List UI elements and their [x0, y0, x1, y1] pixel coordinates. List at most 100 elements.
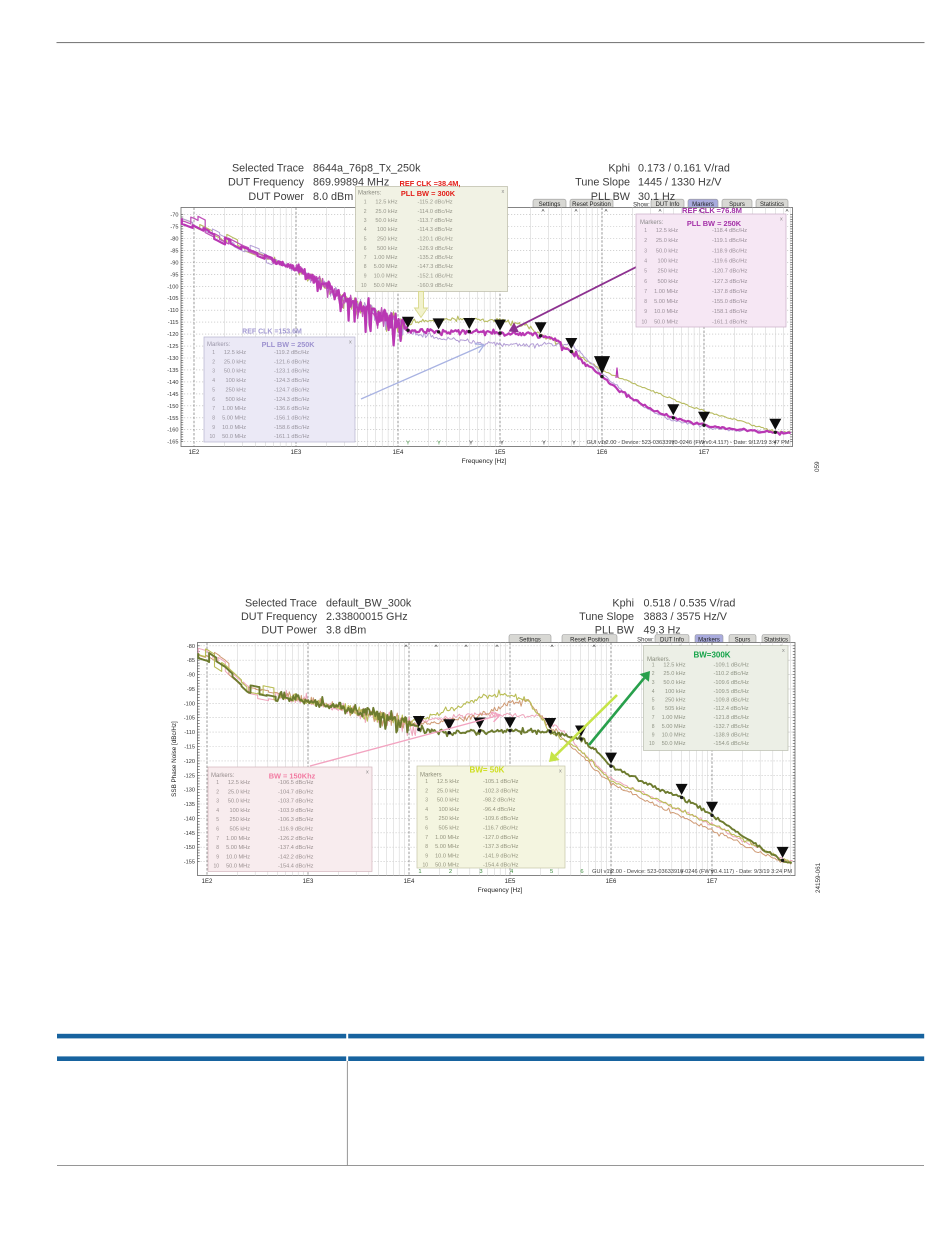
svg-text:x: x: [782, 648, 785, 654]
svg-text:7: 7: [364, 255, 367, 261]
svg-text:Markers:: Markers:: [207, 342, 231, 348]
svg-text:DUT Frequency: DUT Frequency: [241, 611, 318, 623]
svg-text:-85: -85: [187, 658, 195, 664]
svg-text:2: 2: [425, 788, 428, 794]
svg-text:-118.4 dBc/Hz: -118.4 dBc/Hz: [712, 228, 747, 234]
svg-text:^: ^: [658, 209, 662, 216]
svg-text:-96.4 dBc/Hz: -96.4 dBc/Hz: [483, 807, 516, 813]
svg-text:x: x: [559, 769, 562, 775]
svg-text:-104.7 dBc/Hz: -104.7 dBc/Hz: [278, 789, 314, 795]
svg-text:-109.6 dBc/Hz: -109.6 dBc/Hz: [483, 816, 519, 822]
svg-text:50.0 kHz: 50.0 kHz: [663, 680, 685, 686]
svg-text:1E6: 1E6: [597, 450, 608, 456]
svg-text:6: 6: [652, 706, 655, 712]
svg-text:5: 5: [425, 816, 428, 822]
svg-text:5: 5: [550, 869, 553, 875]
svg-text:50.0 MHz: 50.0 MHz: [654, 319, 678, 325]
svg-text:Y: Y: [469, 441, 473, 447]
svg-text:1: 1: [216, 780, 219, 786]
svg-text:10.0 MHz: 10.0 MHz: [374, 274, 398, 280]
svg-text:-103.9 dBc/Hz: -103.9 dBc/Hz: [278, 808, 314, 814]
svg-text:50.0 MHz: 50.0 MHz: [662, 741, 686, 747]
svg-text:-119.1 dBc/Hz: -119.1 dBc/Hz: [712, 238, 747, 244]
svg-text:4: 4: [364, 227, 367, 233]
svg-text:x: x: [502, 189, 505, 195]
svg-text:25.0 kHz: 25.0 kHz: [437, 788, 459, 794]
svg-text:Markers:: Markers:: [640, 220, 664, 226]
svg-text:-85: -85: [170, 248, 178, 254]
svg-text:-165: -165: [167, 440, 178, 446]
svg-text:Reset Position: Reset Position: [572, 202, 611, 208]
svg-text:-158.6 dBc/Hz: -158.6 dBc/Hz: [274, 425, 310, 431]
svg-text:1.00 MHz: 1.00 MHz: [435, 835, 459, 841]
svg-text:Spurs: Spurs: [729, 202, 745, 208]
svg-text:^: ^: [495, 644, 499, 651]
svg-text:2: 2: [364, 209, 367, 215]
svg-text:-115: -115: [184, 745, 195, 751]
svg-text:25.0 kHz: 25.0 kHz: [228, 789, 250, 795]
svg-text:-114.0 dBc/Hz: -114.0 dBc/Hz: [418, 209, 453, 215]
svg-text:-120: -120: [184, 759, 195, 765]
svg-text:Kphi: Kphi: [608, 163, 630, 175]
svg-text:1: 1: [425, 779, 428, 785]
svg-text:BW = 150Khz: BW = 150Khz: [269, 772, 316, 781]
svg-text:25.0 kHz: 25.0 kHz: [656, 238, 678, 244]
svg-text:PLL BW: PLL BW: [595, 625, 635, 637]
svg-text:REF CLK =76.8M: REF CLK =76.8M: [682, 206, 742, 215]
svg-text:-145: -145: [167, 392, 178, 398]
svg-text:8: 8: [216, 845, 219, 851]
svg-text:-116.7 dBc/Hz: -116.7 dBc/Hz: [483, 826, 518, 832]
svg-text:25.0 kHz: 25.0 kHz: [224, 359, 246, 365]
svg-text:8.0 dBm: 8.0 dBm: [313, 191, 353, 203]
svg-text:100 kHz: 100 kHz: [377, 227, 398, 233]
svg-text:^: ^: [592, 644, 596, 651]
svg-text:2: 2: [212, 359, 215, 365]
svg-text:Y: Y: [710, 870, 714, 876]
svg-text:-80: -80: [187, 644, 195, 650]
svg-text:4: 4: [644, 258, 647, 264]
svg-text:2: 2: [216, 789, 219, 795]
svg-text:-155.0 dBc/Hz: -155.0 dBc/Hz: [712, 299, 748, 305]
svg-text:Frequency [Hz]: Frequency [Hz]: [478, 887, 523, 894]
svg-text:3.8 dBm: 3.8 dBm: [326, 625, 366, 637]
svg-text:-137.4 dBc/Hz: -137.4 dBc/Hz: [278, 845, 314, 851]
svg-text:-137.3 dBc/Hz: -137.3 dBc/Hz: [483, 844, 519, 850]
svg-text:Y: Y: [437, 441, 441, 447]
svg-text:1E7: 1E7: [707, 879, 718, 885]
svg-text:3: 3: [644, 248, 647, 254]
svg-text:2.33800015 GHz: 2.33800015 GHz: [326, 611, 408, 623]
svg-text:12.5 kHz: 12.5 kHz: [228, 780, 250, 786]
svg-text:505 kHz: 505 kHz: [438, 826, 459, 832]
svg-text:BW= 50K: BW= 50K: [470, 766, 505, 775]
svg-text:-154.4 dBc/Hz: -154.4 dBc/Hz: [483, 863, 519, 869]
svg-text:REF CLK =38.4M,: REF CLK =38.4M,: [400, 179, 461, 188]
svg-text:-95: -95: [170, 272, 178, 278]
svg-text:50.0 MHz: 50.0 MHz: [222, 434, 246, 440]
svg-text:3: 3: [212, 369, 215, 375]
svg-text:-70: -70: [170, 213, 178, 219]
svg-text:-121.8 dBc/Hz: -121.8 dBc/Hz: [714, 715, 750, 721]
svg-text:-138.9 dBc/Hz: -138.9 dBc/Hz: [714, 733, 750, 739]
svg-text:PLL BW = 250K: PLL BW = 250K: [687, 219, 742, 228]
svg-text:Show:: Show:: [637, 638, 654, 644]
svg-text:PLL BW: PLL BW: [591, 191, 631, 203]
svg-text:-95: -95: [187, 687, 195, 693]
svg-text:^: ^: [464, 644, 468, 651]
svg-text:Markers: Markers: [420, 773, 442, 779]
svg-text:1E5: 1E5: [505, 879, 516, 885]
svg-text:-90: -90: [170, 260, 178, 266]
svg-text:12.5 kHz: 12.5 kHz: [437, 779, 459, 785]
svg-text:4: 4: [216, 808, 219, 814]
svg-text:-155: -155: [167, 416, 178, 422]
svg-text:7: 7: [425, 835, 428, 841]
svg-text:-137.8 dBc/Hz: -137.8 dBc/Hz: [712, 289, 748, 295]
svg-text:-109.1 dBc/Hz: -109.1 dBc/Hz: [714, 663, 750, 669]
svg-text:Y: Y: [680, 870, 684, 876]
svg-text:-105: -105: [167, 296, 178, 302]
svg-text:5: 5: [652, 698, 655, 704]
svg-text:Markers:: Markers:: [211, 773, 235, 779]
svg-text:5: 5: [216, 817, 219, 823]
svg-text:GUI v1.2.00 - Device: 523-036: GUI v1.2.00 - Device: 523-03633910-0246 …: [592, 869, 792, 875]
svg-text:7: 7: [212, 406, 215, 412]
svg-text:Show:: Show:: [633, 202, 650, 208]
